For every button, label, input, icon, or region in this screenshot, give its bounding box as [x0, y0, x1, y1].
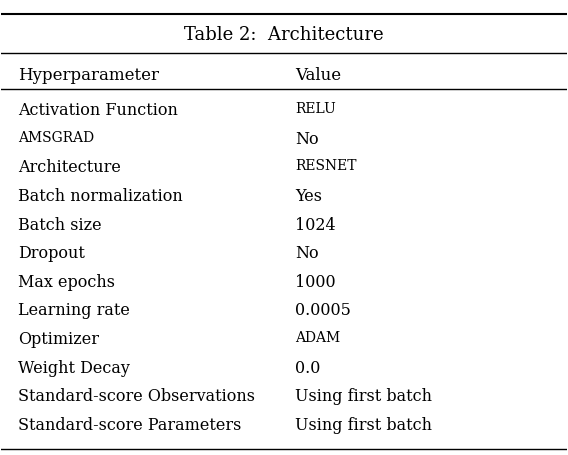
Text: RESNET: RESNET — [295, 159, 357, 173]
Text: Standard-score Parameters: Standard-score Parameters — [18, 416, 242, 433]
Text: Weight Decay: Weight Decay — [18, 359, 130, 376]
Text: Yes: Yes — [295, 187, 322, 204]
Text: Value: Value — [295, 67, 341, 84]
Text: 1000: 1000 — [295, 273, 336, 290]
Text: Standard-score Observations: Standard-score Observations — [18, 388, 256, 404]
Text: Optimizer: Optimizer — [18, 330, 99, 347]
Text: ADAM: ADAM — [295, 330, 340, 344]
Text: Using first batch: Using first batch — [295, 416, 432, 433]
Text: AMSGRAD: AMSGRAD — [18, 130, 94, 144]
Text: Hyperparameter: Hyperparameter — [18, 67, 160, 84]
Text: Architecture: Architecture — [18, 159, 121, 176]
Text: Activation Function: Activation Function — [18, 102, 178, 119]
Text: Learning rate: Learning rate — [18, 302, 130, 318]
Text: Batch normalization: Batch normalization — [18, 187, 183, 204]
Text: 0.0005: 0.0005 — [295, 302, 351, 318]
Text: Table 2:  Architecture: Table 2: Architecture — [184, 26, 384, 44]
Text: Dropout: Dropout — [18, 245, 85, 262]
Text: No: No — [295, 130, 319, 147]
Text: Batch size: Batch size — [18, 216, 102, 233]
Text: RELU: RELU — [295, 102, 336, 116]
Text: Using first batch: Using first batch — [295, 388, 432, 404]
Text: No: No — [295, 245, 319, 262]
Text: Max epochs: Max epochs — [18, 273, 115, 290]
Text: 0.0: 0.0 — [295, 359, 321, 376]
Text: 1024: 1024 — [295, 216, 336, 233]
